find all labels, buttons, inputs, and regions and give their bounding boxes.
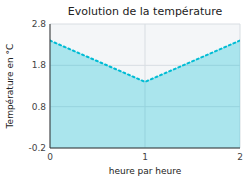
y-tick-label: 2.8 <box>32 19 47 29</box>
x-tick-label: 0 <box>47 152 53 162</box>
x-tick-label: 2 <box>237 152 243 162</box>
area <box>50 41 240 148</box>
plot-area <box>50 24 240 148</box>
y-grid-line <box>50 148 240 149</box>
x-tick-label: 1 <box>142 152 148 162</box>
x-axis <box>50 148 240 149</box>
y-tick-label: 1.8 <box>32 60 47 70</box>
grid <box>50 24 240 148</box>
series <box>50 41 240 148</box>
y-tick-label: -0.2 <box>28 143 46 153</box>
x-grid-line <box>50 24 51 148</box>
x-axis-label: heure par heure <box>109 166 182 176</box>
y-axis-label: Température en °C <box>5 44 15 130</box>
y-tick-label: 0.8 <box>32 102 47 112</box>
title: Evolution de la température <box>68 5 223 18</box>
y-axis <box>50 24 51 148</box>
line <box>50 41 240 82</box>
chart: -0.2 0.8 1.8 2.8 0 1 2 Evolution de la températ… <box>0 0 250 188</box>
